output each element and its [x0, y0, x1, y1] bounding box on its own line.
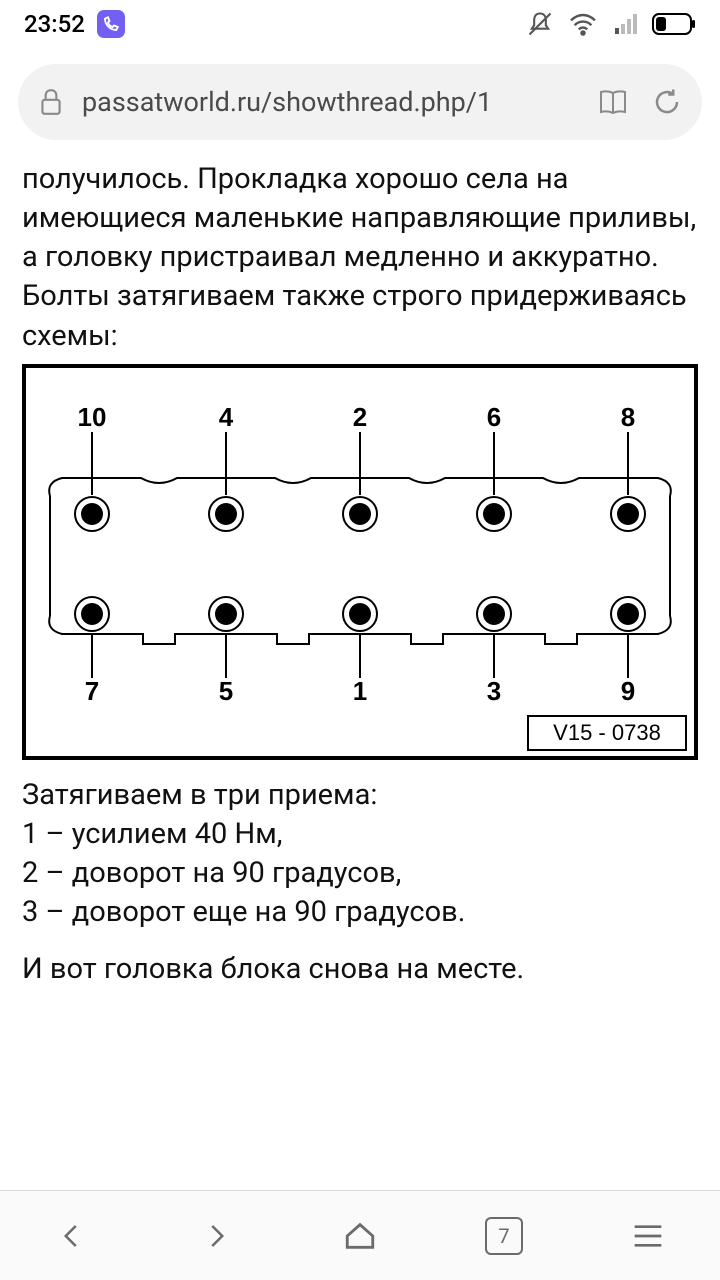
status-left: 23:52: [24, 10, 125, 38]
step-1: 1 – усилием 40 Нм,: [22, 815, 698, 854]
svg-text:2: 2: [353, 402, 367, 432]
url-text: passatworld.ru/showthread.php/1: [82, 86, 580, 118]
address-bar[interactable]: passatworld.ru/showthread.php/1: [18, 64, 702, 140]
battery-icon: [652, 13, 696, 35]
paragraph-2: И вот головка блока снова на месте.: [22, 950, 698, 989]
diagram-svg: 10 4 2 6 8 7 5 1 3 9 V15 - 0738: [26, 368, 694, 756]
menu-button[interactable]: [618, 1206, 678, 1266]
svg-text:7: 7: [85, 676, 99, 706]
lock-icon: [38, 87, 64, 117]
svg-text:8: 8: [621, 402, 635, 432]
viber-icon: [97, 10, 125, 38]
reader-icon[interactable]: [598, 87, 634, 117]
forward-button[interactable]: [186, 1206, 246, 1266]
svg-text:9: 9: [621, 676, 635, 706]
step-3: 3 – доворот еще на 90 градусов.: [22, 893, 698, 932]
address-bar-container: passatworld.ru/showthread.php/1: [0, 48, 720, 150]
status-right: [526, 10, 696, 38]
reload-icon[interactable]: [652, 87, 682, 117]
svg-text:5: 5: [219, 676, 233, 706]
mute-icon: [526, 10, 554, 38]
svg-text:10: 10: [78, 402, 107, 432]
home-button[interactable]: [330, 1206, 390, 1266]
svg-text:V15 - 0738: V15 - 0738: [553, 720, 661, 745]
signal-icon: [612, 12, 638, 36]
status-bar: 23:52: [0, 0, 720, 48]
svg-text:1: 1: [353, 676, 367, 706]
step-2: 2 – доворот на 90 градусов,: [22, 854, 698, 893]
paragraph-1: получилось. Прокладка хорошо села на име…: [22, 160, 698, 356]
tab-count: 7: [498, 1224, 509, 1248]
torque-diagram: 10 4 2 6 8 7 5 1 3 9 V15 - 0738: [22, 364, 698, 760]
steps-title: Затягиваем в три приема:: [22, 776, 698, 815]
back-button[interactable]: [42, 1206, 102, 1266]
tabs-button[interactable]: 7: [474, 1206, 534, 1266]
clock: 23:52: [24, 10, 85, 38]
wifi-icon: [568, 12, 598, 36]
svg-text:4: 4: [219, 402, 234, 432]
svg-text:6: 6: [487, 402, 501, 432]
browser-nav-bar: 7: [0, 1190, 720, 1280]
svg-text:3: 3: [487, 676, 501, 706]
page-content: получилось. Прокладка хорошо села на име…: [0, 150, 720, 989]
